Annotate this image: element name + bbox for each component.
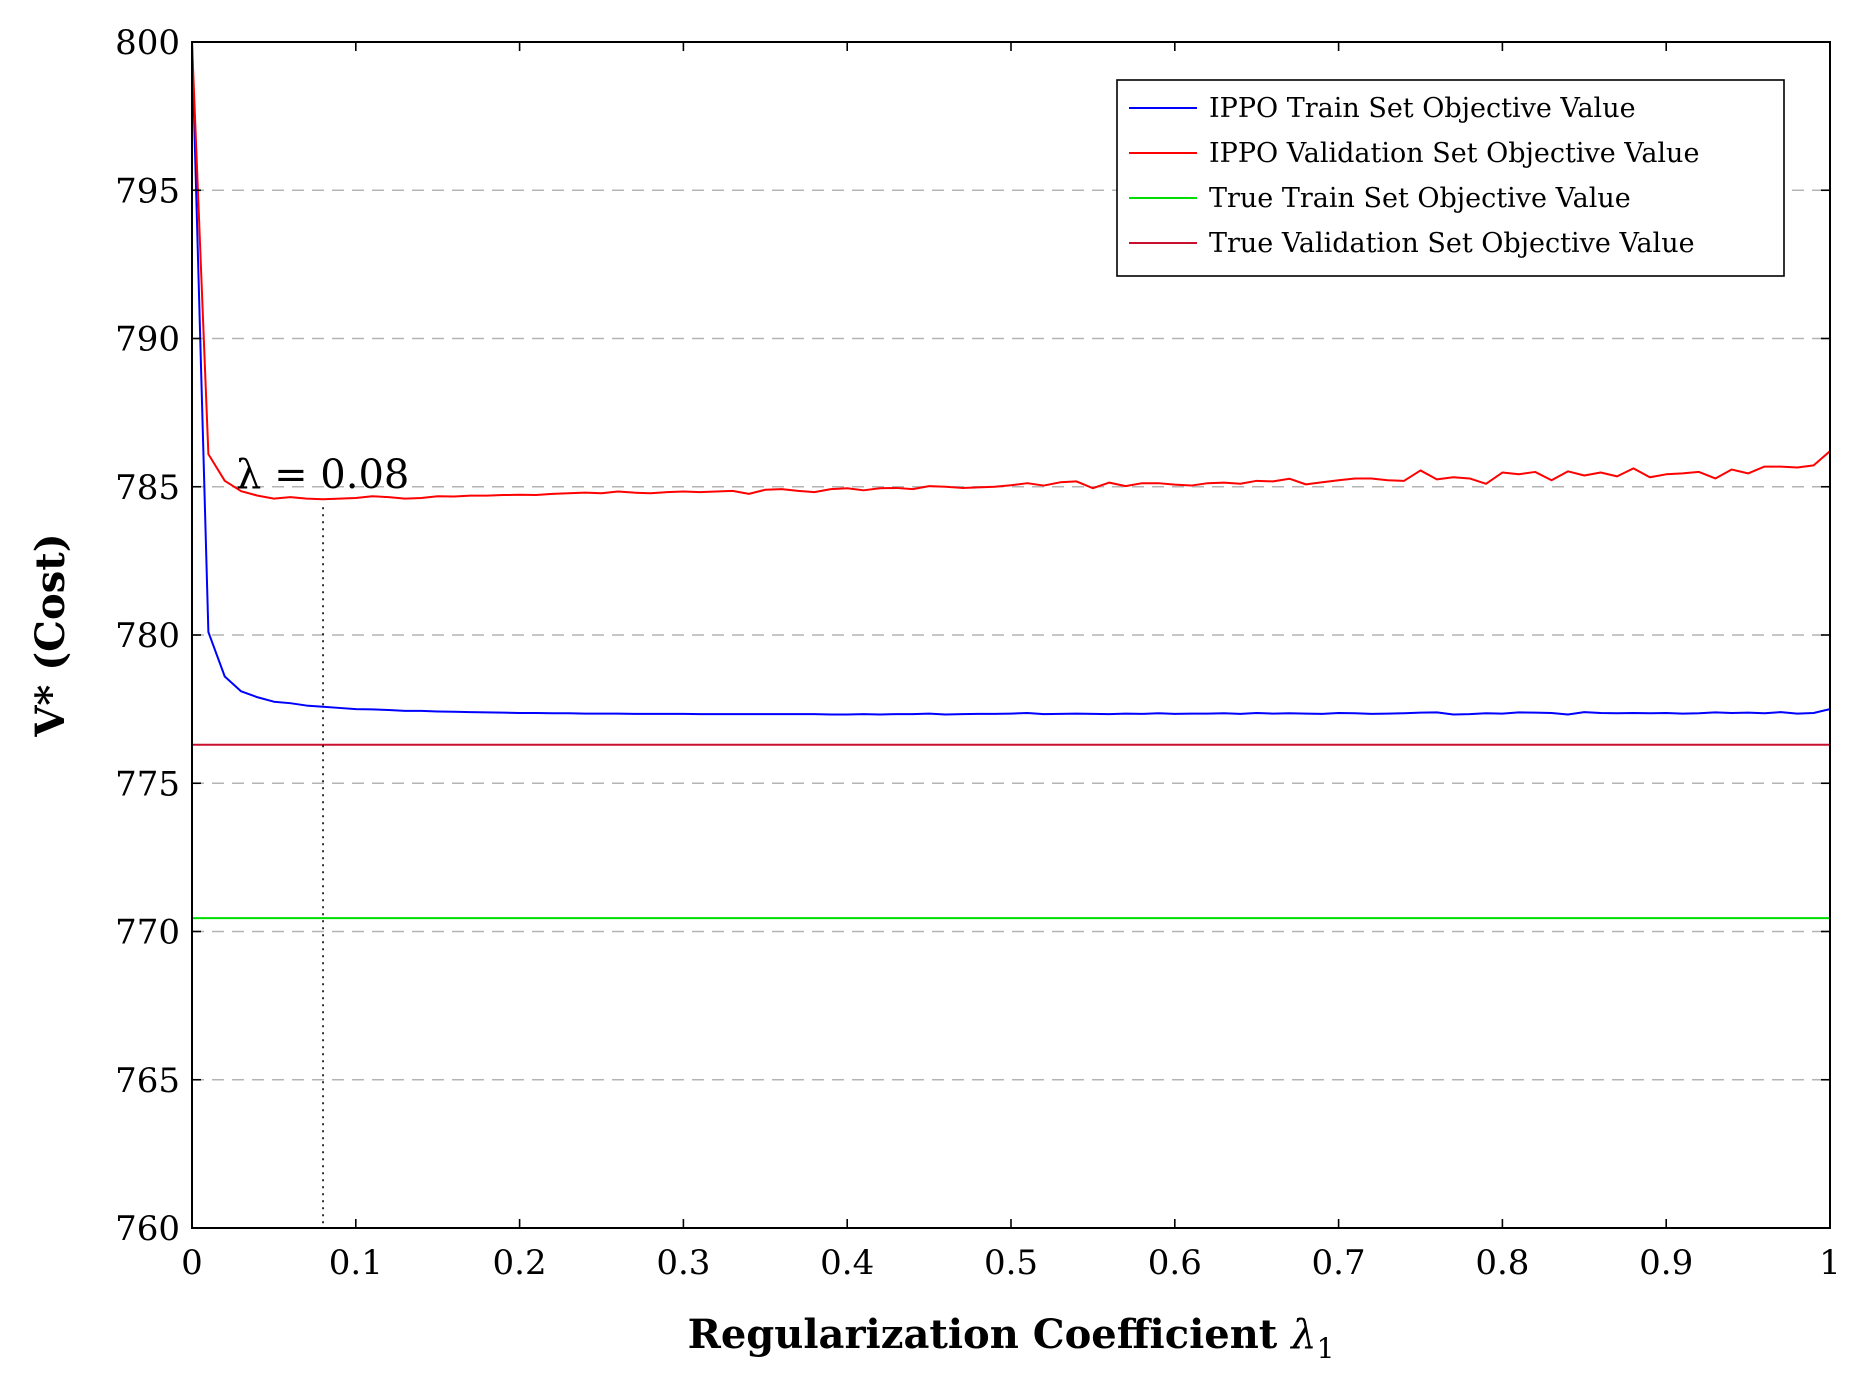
y-tick-label: 800 — [115, 23, 180, 63]
x-tick-label: 0.6 — [1148, 1243, 1202, 1283]
legend-label: IPPO Validation Set Objective Value — [1209, 138, 1699, 169]
y-tick-label: 790 — [115, 320, 180, 360]
legend-label: True Validation Set Objective Value — [1209, 228, 1695, 259]
annotation: λ = 0.08 — [236, 452, 409, 1228]
x-tick-label: 0.9 — [1639, 1243, 1693, 1283]
y-tick-label: 765 — [115, 1061, 180, 1101]
x-tick-label: 0.3 — [656, 1243, 710, 1283]
legend-label: IPPO Train Set Objective Value — [1209, 93, 1636, 124]
x-tick-label: 0.2 — [493, 1243, 547, 1283]
legend: IPPO Train Set Objective Value IPPO Valid… — [1116, 79, 1785, 277]
legend-box — [1116, 79, 1785, 277]
x-tick-label: 0 — [181, 1243, 203, 1283]
series-line — [192, 42, 1830, 716]
y-tick-label: 770 — [115, 913, 180, 953]
y-tick-label: 760 — [115, 1209, 180, 1249]
axis-ticks: 760 765 770 775 780 785 790 795 800 0 0.1 0.2 0.3 0.4… — [115, 23, 1841, 1283]
y-tick-label: 775 — [115, 764, 180, 804]
y-tick-label: 785 — [115, 468, 180, 508]
legend-label: True Train Set Objective Value — [1209, 183, 1631, 214]
axis-titles: Regularization Coefficient λ1 V* (Cost) — [27, 533, 1334, 1365]
x-tick-label: 0.8 — [1475, 1243, 1529, 1283]
y-tick-label: 795 — [115, 171, 180, 211]
x-tick-label: 1 — [1819, 1243, 1841, 1283]
x-tick-label: 0.1 — [329, 1243, 383, 1283]
x-tick-label: 0.4 — [820, 1243, 874, 1283]
x-tick-label: 0.7 — [1312, 1243, 1366, 1283]
series-line — [192, 42, 1830, 501]
annotation-label: λ = 0.08 — [236, 452, 409, 498]
x-tick-label: 0.5 — [984, 1243, 1038, 1283]
x-axis-title: Regularization Coefficient λ1 — [688, 1311, 1335, 1365]
y-axis-title: V* (Cost) — [27, 533, 74, 737]
y-tick-label: 780 — [115, 616, 180, 656]
series-lines — [192, 42, 1830, 920]
grid-lines — [192, 189, 1830, 1081]
